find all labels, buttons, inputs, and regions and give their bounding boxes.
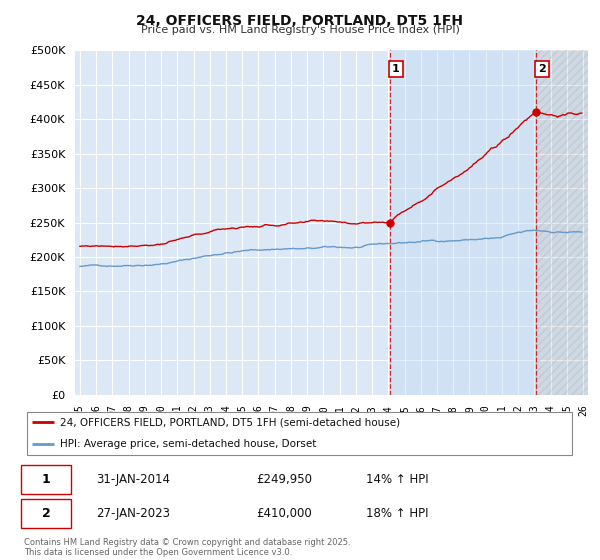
FancyBboxPatch shape — [21, 465, 71, 494]
Text: 18% ↑ HPI: 18% ↑ HPI — [366, 507, 429, 520]
Text: 27-JAN-2023: 27-JAN-2023 — [96, 507, 170, 520]
Text: 1: 1 — [392, 64, 400, 74]
Text: 14% ↑ HPI: 14% ↑ HPI — [366, 473, 429, 486]
Text: 24, OFFICERS FIELD, PORTLAND, DT5 1FH: 24, OFFICERS FIELD, PORTLAND, DT5 1FH — [137, 14, 464, 28]
FancyBboxPatch shape — [27, 412, 572, 455]
FancyBboxPatch shape — [21, 499, 71, 528]
Text: £410,000: £410,000 — [256, 507, 311, 520]
Text: 31-JAN-2014: 31-JAN-2014 — [96, 473, 170, 486]
Bar — [389, 50, 536, 395]
Text: Price paid vs. HM Land Registry's House Price Index (HPI): Price paid vs. HM Land Registry's House … — [140, 25, 460, 35]
Text: 1: 1 — [42, 473, 50, 486]
Text: Contains HM Land Registry data © Crown copyright and database right 2025.
This d: Contains HM Land Registry data © Crown c… — [24, 538, 350, 557]
Text: 2: 2 — [42, 507, 50, 520]
Text: 24, OFFICERS FIELD, PORTLAND, DT5 1FH (semi-detached house): 24, OFFICERS FIELD, PORTLAND, DT5 1FH (s… — [60, 417, 400, 427]
Text: HPI: Average price, semi-detached house, Dorset: HPI: Average price, semi-detached house,… — [60, 440, 316, 450]
Text: 2: 2 — [538, 64, 546, 74]
Bar — [536, 50, 591, 395]
Text: £249,950: £249,950 — [256, 473, 312, 486]
